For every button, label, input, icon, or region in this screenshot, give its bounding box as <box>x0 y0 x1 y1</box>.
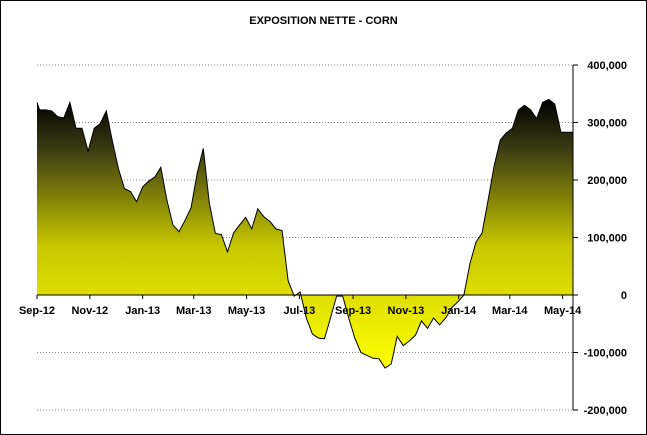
y-tick-label: -100,000 <box>584 348 627 360</box>
axis-layer: -200,000 -100,000 0 100,000 200,000 300,000 40… <box>19 60 627 417</box>
series-line <box>36 98 573 369</box>
y-tick-label: 300,000 <box>587 118 627 130</box>
y-tick-label: -200,000 <box>584 405 627 417</box>
x-tick-label: Jan-13 <box>125 305 160 317</box>
y-tick-label: 400,000 <box>587 60 627 72</box>
y-tick-label: 200,000 <box>587 175 627 187</box>
x-tick-label: Nov-12 <box>71 305 108 317</box>
y-tick-label: 100,000 <box>587 233 627 245</box>
y-tick-label: 0 <box>621 290 627 302</box>
x-tick-label: May-14 <box>544 305 582 317</box>
area-layer <box>36 98 573 369</box>
grid-layer <box>37 64 573 411</box>
x-tick-label: Mar-14 <box>492 305 528 317</box>
x-tick-label: May-13 <box>228 305 265 317</box>
series-area <box>37 99 573 368</box>
x-tick-label: Mar-13 <box>176 305 211 317</box>
x-tick-label: Nov-13 <box>388 305 425 317</box>
x-tick-label: Jul-13 <box>283 305 315 317</box>
x-tick-label: Sep-12 <box>19 305 55 317</box>
x-tick-label: Jan-14 <box>441 305 477 317</box>
x-tick-label: Sep-13 <box>335 305 371 317</box>
chart-title: EXPOSITION NETTE - CORN <box>249 15 398 27</box>
